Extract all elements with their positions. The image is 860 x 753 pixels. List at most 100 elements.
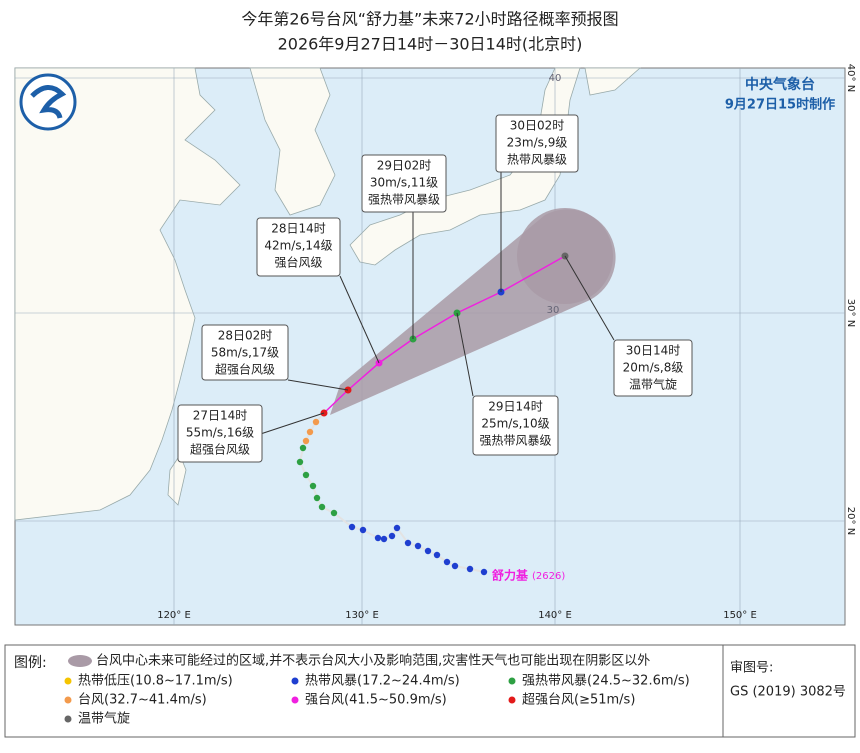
legend-text: 强热带风暴(24.5~32.6m/s) xyxy=(522,674,690,689)
agency: 中央气象台 xyxy=(745,76,815,93)
callout-level: 超强台风级 xyxy=(215,362,275,377)
past-point xyxy=(359,526,367,534)
china-land xyxy=(14,67,241,521)
past-point xyxy=(330,509,338,517)
lat-label: 40° N xyxy=(845,64,856,92)
past-point xyxy=(380,535,388,543)
lat-label: 20° N xyxy=(845,507,856,535)
legend-cone-text: 台风中心未来可能经过的区域,并不表示台风大小及影响范围,灾害性天气也可能出现在阴… xyxy=(96,653,650,669)
grid-inner-label: 30 xyxy=(547,305,560,316)
grid-inner-label: 40 xyxy=(549,73,562,84)
callout-time: 28日02时 xyxy=(218,329,273,343)
leader-line xyxy=(287,379,349,391)
legend-dot xyxy=(64,677,72,685)
legend-text: 强台风(41.5~50.9m/s) xyxy=(305,693,447,708)
callout-wind: 30m/s,11级 xyxy=(370,176,438,190)
past-point xyxy=(348,523,356,531)
callout-box xyxy=(201,324,289,381)
legend-title: 图例: xyxy=(14,655,47,671)
past-point xyxy=(393,524,401,532)
issued: 9月27日15时制作 xyxy=(725,97,835,113)
callout-level: 超强台风级 xyxy=(190,442,250,457)
lon-label: 130° E xyxy=(345,610,379,621)
korea xyxy=(249,67,336,216)
lon-label: 120° E xyxy=(157,610,191,621)
past-point xyxy=(443,558,451,566)
callout-time: 29日02时 xyxy=(377,159,432,173)
past-point xyxy=(296,458,304,466)
legend-dot xyxy=(508,696,516,704)
leader-line xyxy=(456,312,474,397)
storm-code: (2626) xyxy=(532,571,565,582)
callout-box xyxy=(177,404,263,463)
callout-box xyxy=(613,339,693,397)
title: 今年第26号台风“舒力基”未来72小时路径概率预报图 xyxy=(241,10,618,29)
callout-box xyxy=(472,395,559,456)
legend: 图例: 台风中心未来可能经过的区域,并不表示台风大小及影响范围,灾害性天气也可能… xyxy=(4,644,856,738)
callout-box xyxy=(361,154,447,213)
callout-wind: 42m/s,14级 xyxy=(264,239,332,253)
callout-wind: 23m/s,9级 xyxy=(507,136,568,150)
past-point xyxy=(480,568,488,576)
past-point xyxy=(433,551,441,559)
approval-label: 审图号: xyxy=(730,661,773,676)
legend-text: 台风(32.7~41.4m/s) xyxy=(78,693,207,708)
callout-time: 30日14时 xyxy=(626,344,681,358)
past-point xyxy=(388,532,396,540)
logo-mark xyxy=(30,85,67,119)
past-point xyxy=(451,562,459,570)
callout-level: 温带气旋 xyxy=(629,377,677,392)
callout-box xyxy=(256,217,341,277)
callout-level: 强热带风暴级 xyxy=(368,193,440,207)
callout-time: 29日14时 xyxy=(488,400,543,414)
legend-text: 热带风暴(17.2~24.4m/s) xyxy=(305,674,460,689)
callout-wind: 20m/s,8级 xyxy=(623,361,684,375)
storm-name: 舒力基 xyxy=(491,568,529,583)
legend-cone-swatch xyxy=(68,655,92,667)
leader-line xyxy=(261,412,325,434)
callout-level: 强热带风暴级 xyxy=(479,434,551,448)
legend-dot xyxy=(291,696,299,704)
approval-number: GS (2019) 3082号 xyxy=(730,685,846,700)
legend-dot xyxy=(291,677,299,685)
callout-level: 强台风级 xyxy=(274,255,322,270)
callout-time: 27日14时 xyxy=(193,409,248,423)
legend-dot xyxy=(64,696,72,704)
legend-text: 超强台风(≥51m/s) xyxy=(522,693,635,708)
legend-text: 热带低压(10.8~17.1m/s) xyxy=(78,674,233,689)
callout-wind: 55m/s,16级 xyxy=(186,426,254,440)
past-point xyxy=(306,428,314,436)
past-point xyxy=(309,482,317,490)
past-point xyxy=(318,503,326,511)
callout-wind: 25m/s,10级 xyxy=(481,417,549,431)
past-point xyxy=(313,494,321,502)
past-point xyxy=(466,565,474,573)
subtitle: 2026年9月27日14时－30日14时(北京时) xyxy=(278,35,583,54)
japan xyxy=(349,67,581,266)
past-point xyxy=(299,444,307,452)
lon-label: 150° E xyxy=(723,610,757,621)
legend-dot xyxy=(64,715,72,723)
past-point xyxy=(302,471,310,479)
legend-dot xyxy=(508,677,516,685)
map xyxy=(14,67,846,626)
callout-level: 热带风暴级 xyxy=(507,153,567,167)
legend-text: 温带气旋 xyxy=(78,711,130,727)
lon-label: 140° E xyxy=(538,610,572,621)
leader-line xyxy=(564,255,615,341)
past-point xyxy=(312,418,320,426)
logo xyxy=(19,73,77,131)
past-point xyxy=(404,539,412,547)
leader-line xyxy=(339,275,380,364)
past-point xyxy=(414,542,422,550)
past-point xyxy=(374,534,382,542)
callout-time: 30日02时 xyxy=(510,119,565,133)
